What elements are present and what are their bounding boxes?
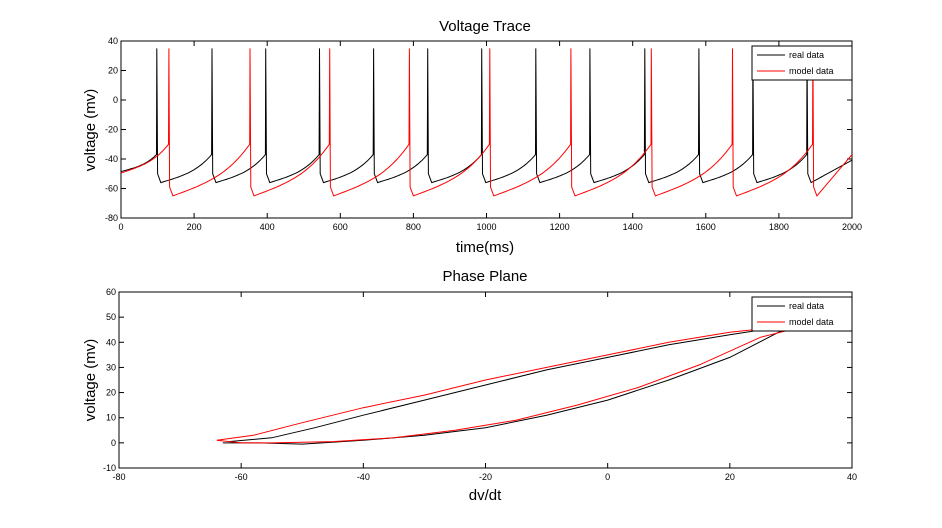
y-tick-label: 50: [106, 312, 116, 322]
x-tick-label: 1600: [696, 222, 716, 232]
model-data-line: [216, 326, 792, 444]
y-tick-label: 60: [106, 287, 116, 297]
x-tick-label: 2000: [842, 222, 862, 232]
x-tick-label: 40: [847, 472, 857, 482]
y-tick-label: 20: [106, 388, 116, 398]
plot-area: [216, 326, 798, 445]
chart-title: Voltage Trace: [439, 18, 531, 35]
y-tick-label: 40: [108, 36, 118, 46]
x-tick-label: 1000: [476, 222, 496, 232]
model-data-line: [121, 48, 852, 197]
x-tick-label: 400: [260, 222, 275, 232]
y-axis-label: voltage (mv): [82, 89, 99, 172]
legend-box: [751, 296, 853, 332]
x-tick-label: 600: [333, 222, 348, 232]
y-tick-label: -80: [105, 213, 118, 223]
x-tick-label: 800: [406, 222, 421, 232]
real-data-line: [222, 326, 798, 445]
legend-label: model data: [789, 66, 834, 76]
legend-label: real data: [789, 50, 824, 60]
tick-layer: 0 200 400 600 800 1000 1200 1400 1600 1800 2000-80…: [105, 36, 862, 232]
x-tick-label: 1400: [623, 222, 643, 232]
x-tick-label: 0: [118, 222, 123, 232]
y-tick-label: 0: [111, 438, 116, 448]
y-tick-label: 20: [108, 66, 118, 76]
x-tick-label: 200: [187, 222, 202, 232]
axes-frame: [120, 40, 853, 219]
plot-area: [121, 48, 852, 197]
x-tick-label: -40: [357, 472, 370, 482]
x-axis-label: dv/dt: [469, 487, 502, 504]
x-tick-label: 1800: [769, 222, 789, 232]
voltage-trace-chart: Voltage Trace time(ms) voltage (mv) 0 200…: [82, 18, 862, 256]
y-tick-label: -10: [103, 463, 116, 473]
legend-label: model data: [789, 317, 834, 327]
legend-box: [751, 45, 853, 81]
y-tick-label: -40: [105, 154, 118, 164]
x-axis-label: time(ms): [456, 239, 514, 256]
x-tick-label: -20: [479, 472, 492, 482]
y-tick-label: -60: [105, 184, 118, 194]
real-data-line: [121, 48, 852, 184]
legend-label: real data: [789, 301, 824, 311]
x-tick-label: 1200: [550, 222, 570, 232]
y-tick-label: 10: [106, 413, 116, 423]
x-tick-label: -80: [112, 472, 125, 482]
x-tick-label: 0: [605, 472, 610, 482]
y-tick-label: -20: [105, 125, 118, 135]
chart-title: Phase Plane: [442, 268, 527, 285]
tick-layer: -80 -60 -40 -20 0 20 40 -10 0 10 20 30 40 50 60: [103, 287, 857, 482]
phase-plane-chart: Phase Plane dv/dt voltage (mv) -80 -60 -40…: [82, 268, 857, 504]
legend: real data model data: [751, 45, 853, 81]
x-tick-label: 20: [725, 472, 735, 482]
y-tick-label: 40: [106, 337, 116, 347]
legend: real data model data: [751, 296, 853, 332]
y-tick-label: 0: [113, 95, 118, 105]
y-axis-label: voltage (mv): [82, 339, 99, 422]
y-tick-label: 30: [106, 362, 116, 372]
x-tick-label: -60: [235, 472, 248, 482]
